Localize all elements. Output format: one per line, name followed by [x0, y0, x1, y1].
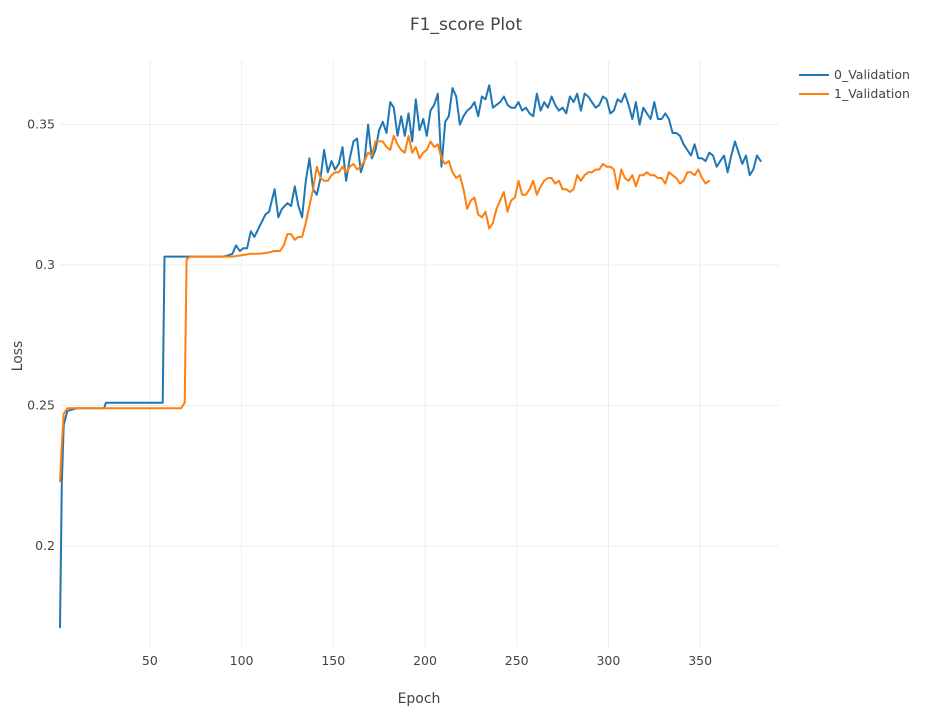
x-tick-label: 100	[230, 653, 254, 668]
chart-title: F1_score Plot	[410, 15, 523, 35]
x-tick-label: 300	[596, 653, 620, 668]
series-layer	[59, 84, 762, 629]
y-tick-label: 0.3	[35, 257, 55, 272]
x-tick-label: 350	[688, 653, 712, 668]
x-tick-label: 50	[142, 653, 158, 668]
x-tick-label: 150	[321, 653, 345, 668]
x-axis-title: Epoch	[398, 691, 441, 707]
legend-label[interactable]: 0_Validation	[834, 67, 910, 82]
legend-label[interactable]: 1_Validation	[834, 86, 910, 101]
y-tick-label: 0.2	[35, 538, 55, 553]
series-line-1-validation	[59, 134, 711, 483]
grid-layer	[60, 60, 779, 647]
y-axis-title: Loss	[10, 341, 26, 372]
series-line-0-validation	[59, 84, 762, 629]
y-tick-label: 0.25	[27, 397, 55, 412]
y-tick-label: 0.35	[27, 117, 55, 132]
legend: 0_Validation 1_Validation	[799, 67, 910, 101]
x-tick-label: 250	[505, 653, 529, 668]
tick-labels: 50 100 150 200 250 300 350 0.2 0.25 0.3 0.35	[27, 117, 712, 668]
x-tick-label: 200	[413, 653, 437, 668]
